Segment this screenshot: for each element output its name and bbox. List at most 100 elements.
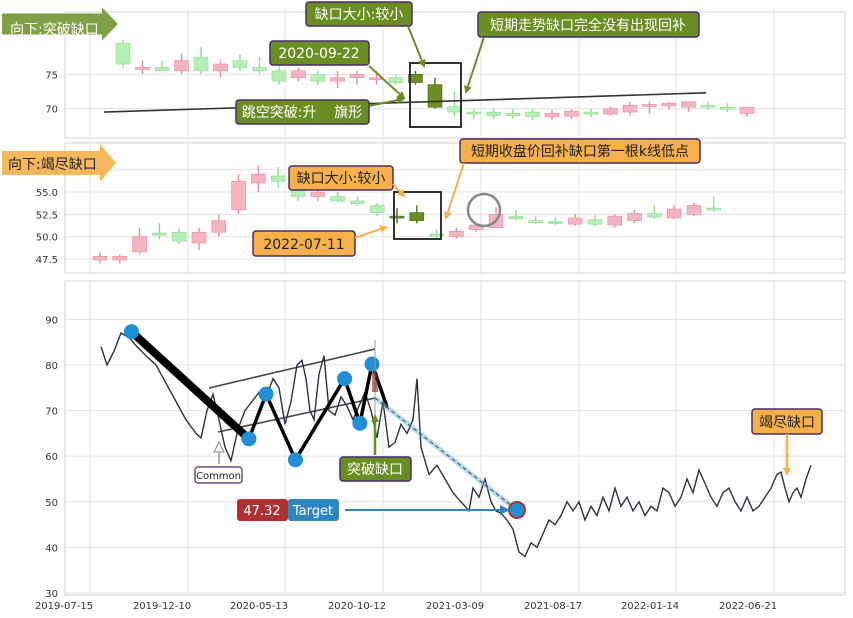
candle-body [427,84,443,108]
candle-body [647,213,662,218]
candle-body [505,113,521,116]
svg-text:竭尽缺口: 竭尽缺口 [759,415,815,431]
x-tick-label: 2022-01-14 [621,601,679,612]
bottom-channel-lines [208,348,376,433]
pivot-marker [352,415,368,431]
svg-text:2022-07-11: 2022-07-11 [263,237,344,253]
candle-body [291,70,306,79]
zigzag-segment [358,362,374,426]
annot-exhaustion: 竭尽缺口 [751,408,823,476]
candle-body [270,175,286,182]
candle-body [408,74,423,83]
candle-body [700,104,716,108]
candle-body [171,231,187,242]
middle-panel-frame [64,142,846,274]
middle-gap-box [393,191,442,240]
channel-lower-line [217,397,376,433]
pivot-marker [337,371,353,387]
badge-breakaway: 向下:突破缺口 [2,7,118,41]
zigzag-segment [247,392,268,441]
svg-text:突破缺口: 突破缺口 [347,462,403,478]
candle-body [564,111,579,117]
annot-top-no-fill: 短期走势缺口完全没有出现回补 [464,11,700,94]
zigzag-segment [293,376,347,462]
candle-body [466,111,482,115]
annot-top-date: 2020-09-22 [269,40,406,100]
top-trendline [103,92,707,113]
y-tick-label: 55.0 [36,188,58,199]
x-tick-label: 2019-07-15 [35,601,93,612]
svg-text:缺口大小:较小: 缺口大小:较小 [297,171,386,187]
candle-body [447,106,462,113]
candle-body [310,191,326,197]
candle-body [193,56,209,72]
pivot-marker [123,324,139,340]
y-tick-label: 80 [45,361,58,372]
candle-body [174,60,189,72]
y-tick-label: 70 [45,407,58,418]
candle-body [92,256,108,261]
candle-body [607,215,623,226]
y-tick-label: 50.0 [36,233,58,244]
middle-fill-circle [466,192,502,228]
annot-mid-low: 短期收盘价回补缺口第一根k线低点 [444,138,701,220]
pivot-marker [241,431,257,447]
target-marker [508,501,526,519]
candle-body [686,205,702,215]
x-tick-label: 2019-12-10 [133,601,191,612]
pivot-marker [364,356,380,372]
candle-body [310,74,326,82]
candle-body [661,102,677,107]
candle-body [251,173,266,184]
bottom-panel-frame [64,280,846,596]
price-line [100,331,812,558]
y-tick-label: 52.5 [36,210,58,221]
candle-body [152,232,167,236]
svg-text:短期走势缺口完全没有出现回补: 短期走势缺口完全没有出现回补 [490,17,686,34]
annot-top-pattern: 跳空突破:升 旗形 [235,96,405,125]
y-tick-label: 30 [45,589,58,600]
candle-body [508,215,524,220]
top-gap-box [409,62,462,128]
badge-exhaustion: 向下:竭尽缺口 [2,144,116,182]
x-tick-label: 2021-08-17 [524,601,582,612]
candle-body [603,108,618,115]
target-value: 47.32 [243,504,280,519]
x-tick-label: 2022-06-21 [719,601,777,612]
candle-body [330,77,345,82]
annot-common: Common [194,440,243,484]
candle-body [449,231,464,238]
x-tick-label: 2020-10-12 [328,601,386,612]
candle-body [706,207,722,211]
top-candles [115,39,755,121]
candle-body [132,236,147,253]
bottom-x-ticks: 2019-07-15 2019-12-10 2020-05-13 2020-10-12… [35,601,777,612]
zigzag-segment [127,327,253,443]
y-tick-label: 90 [45,315,58,326]
badge-exhaustion-label: 向下:竭尽缺口 [8,157,97,173]
zigzag-pattern [123,324,389,468]
candle-body [350,200,365,204]
candle-body [627,213,642,221]
candle-body [252,67,267,72]
svg-text:缺口大小:较小: 缺口大小:较小 [315,7,404,23]
candle-body [389,215,405,219]
candle-body [191,231,207,244]
candle-body [429,233,444,237]
target-projection-line [374,397,518,511]
y-tick-label: 60 [45,452,58,463]
candle-body [369,205,385,213]
candle-body [681,101,696,108]
candle-body [349,74,365,79]
top-y-ticks: 70 75 [45,70,58,115]
annot-mid-gap-size: 缺口大小:较小 [288,165,406,198]
svg-text:短期收盘价回补缺口第一根k线低点: 短期收盘价回补缺口第一根k线低点 [471,143,689,160]
svg-text:Common: Common [196,471,241,482]
candle-body [587,219,603,225]
pivot-marker [258,386,274,402]
y-tick-label: 75 [45,70,58,81]
candle-body [544,113,560,118]
candle-body [409,212,425,221]
target-label: 47.32 Target [237,499,510,521]
y-tick-label: 40 [45,543,58,554]
